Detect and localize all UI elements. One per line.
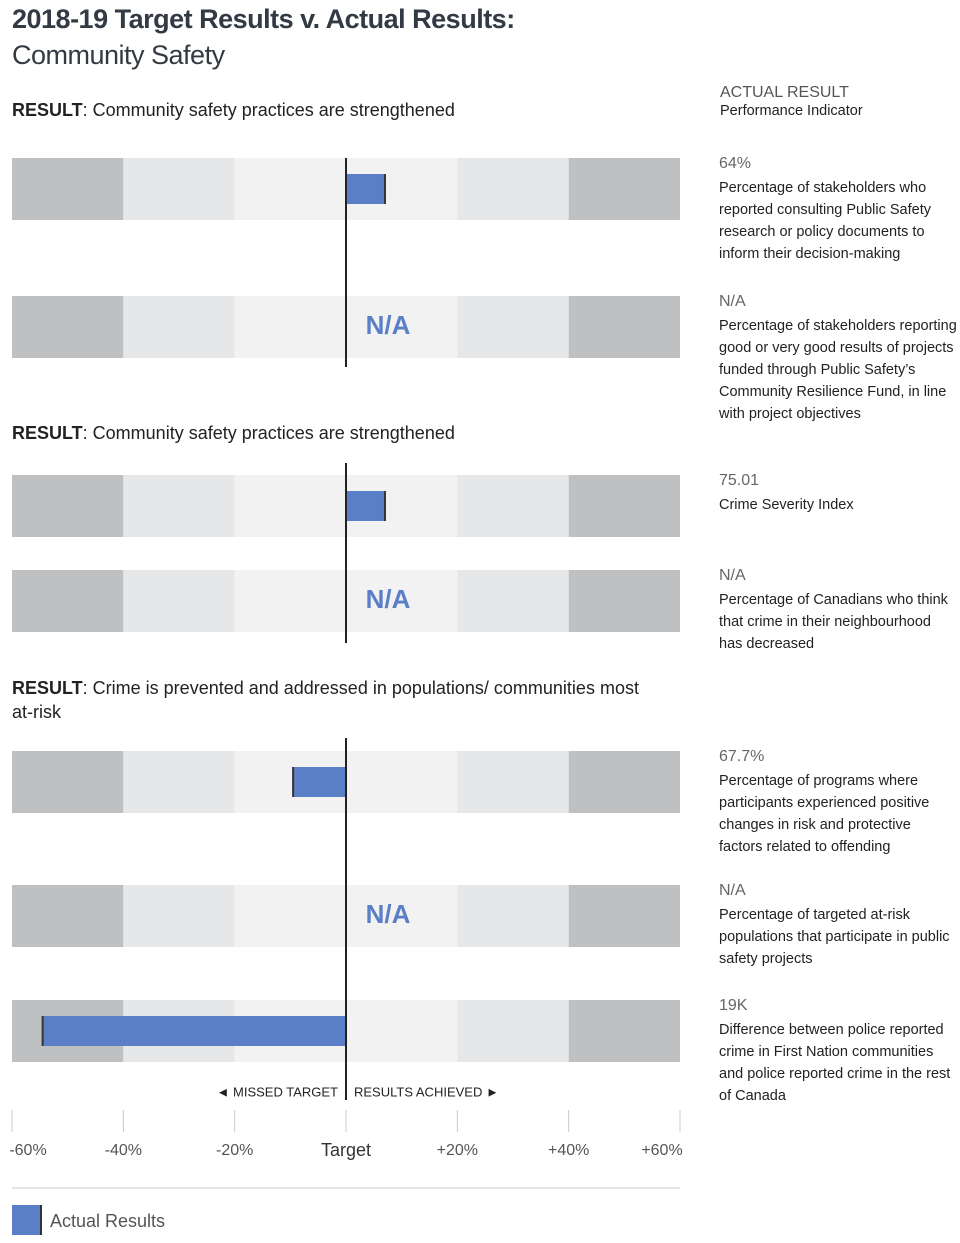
x-tick-label: -40% [105, 1142, 142, 1159]
range-band [457, 1000, 569, 1062]
range-band [457, 570, 569, 632]
x-tick-label: -60% [9, 1142, 46, 1159]
legend-label: Actual Results [50, 1211, 165, 1231]
range-band [568, 158, 680, 220]
range-band [457, 751, 569, 813]
result-heading-bold: RESULT [12, 100, 83, 120]
actual-result: N/A [719, 293, 746, 310]
indicator: Percentage of targeted at-risk populatio… [719, 907, 950, 967]
indicator: Percentage of stakeholders who reported … [719, 180, 931, 262]
result-heading: RESULT: Community safety practices are s… [12, 98, 652, 122]
result-heading-bold: RESULT [12, 423, 83, 443]
range-band [123, 158, 235, 220]
range-band [568, 885, 680, 947]
range-band [568, 751, 680, 813]
range-band [12, 751, 124, 813]
range-band [457, 296, 569, 358]
chart-subtitle: Community Safety [12, 40, 225, 70]
range-band [12, 158, 124, 220]
range-band [234, 158, 346, 220]
range-band [568, 296, 680, 358]
range-band [123, 296, 235, 358]
range-band [12, 296, 124, 358]
result-heading: RESULT: Community safety practices are s… [12, 421, 652, 445]
range-band [123, 751, 235, 813]
range-band [568, 570, 680, 632]
legend-swatch [12, 1205, 42, 1235]
x-tick-label: +60% [641, 1142, 682, 1159]
x-tick-label: -20% [216, 1142, 253, 1159]
range-band [12, 475, 124, 537]
na-label: N/A [366, 584, 411, 614]
range-band [123, 885, 235, 947]
bar [293, 767, 346, 797]
actual-result: 64% [719, 155, 752, 172]
bar [346, 491, 385, 521]
missed-label: ◄ MISSED TARGET [217, 1084, 339, 1099]
range-band [457, 475, 569, 537]
range-band [123, 570, 235, 632]
result-heading-text: : Community safety practices are strengt… [82, 423, 455, 443]
x-tick-label: Target [321, 1140, 371, 1160]
range-band [346, 570, 458, 632]
column-header: ACTUAL RESULT [720, 84, 849, 101]
achieved-label: RESULTS ACHIEVED ► [354, 1084, 499, 1099]
actual-result: N/A [719, 567, 746, 584]
range-band [12, 570, 124, 632]
indicator: Percentage of programs where participant… [719, 773, 930, 855]
range-band [346, 296, 458, 358]
na-label: N/A [366, 899, 411, 929]
range-band [234, 570, 346, 632]
actual-result: 75.01 [719, 472, 760, 489]
actual-result: 19K [719, 997, 748, 1014]
actual-result: 67.7% [719, 748, 765, 765]
range-band [568, 1000, 680, 1062]
range-band [12, 885, 124, 947]
indicator: Percentage of Canadians who think that c… [719, 592, 948, 652]
range-band [234, 885, 346, 947]
range-band [346, 751, 458, 813]
range-band [346, 1000, 458, 1062]
range-band [568, 475, 680, 537]
bar [346, 174, 385, 204]
bar [42, 1016, 346, 1046]
x-tick-label: +40% [548, 1142, 589, 1159]
result-heading-text: : Community safety practices are strengt… [82, 100, 455, 120]
column-subheader: Performance Indicator [720, 103, 863, 119]
range-band [123, 475, 235, 537]
indicator: Difference between police reported crime… [719, 1022, 951, 1104]
range-band [234, 475, 346, 537]
indicator: Percentage of stakeholders reporting goo… [719, 318, 957, 422]
actual-result: N/A [719, 882, 746, 899]
result-heading-text: : Crime is prevented and addressed in po… [12, 678, 639, 722]
range-band [346, 885, 458, 947]
x-tick-label: +20% [437, 1142, 478, 1159]
indicator: Crime Severity Index [719, 497, 854, 513]
result-heading-bold: RESULT [12, 678, 83, 698]
na-label: N/A [366, 310, 411, 340]
result-heading: RESULT: Crime is prevented and addressed… [12, 676, 652, 724]
range-band [234, 296, 346, 358]
range-band [457, 885, 569, 947]
chart-title: 2018-19 Target Results v. Actual Results… [12, 4, 515, 34]
range-band [457, 158, 569, 220]
